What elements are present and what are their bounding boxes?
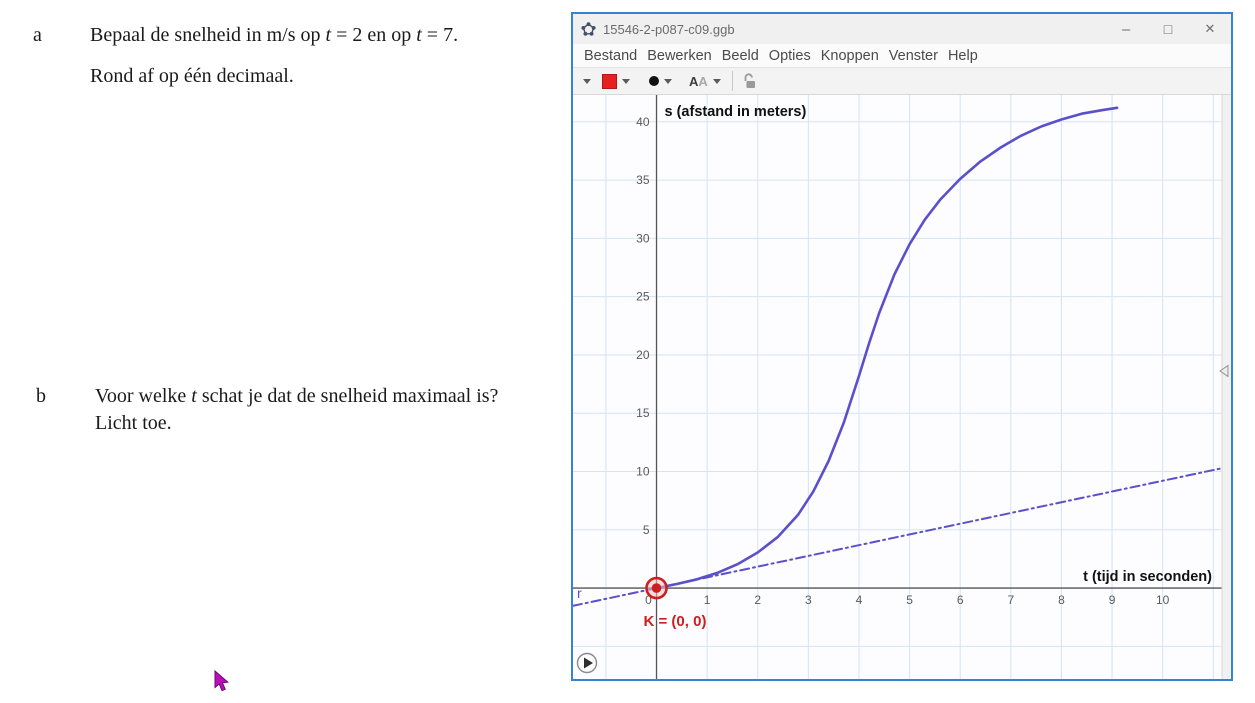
y-tick-label: 35 (636, 173, 650, 187)
x-tick-label: 0 (645, 593, 652, 607)
question-b-line2: Licht toe. (95, 412, 172, 434)
x-tick-label: 5 (906, 593, 913, 607)
question-a-line1: Bepaal de snelheid in m/s op t = 2 en op… (90, 24, 459, 46)
lijn-r[interactable] (573, 465, 1231, 607)
unlock-icon[interactable] (742, 72, 757, 90)
right-panel-strip (1222, 95, 1231, 679)
menu-beeld[interactable]: Beeld (721, 47, 759, 64)
x-tick-label: 9 (1109, 593, 1116, 607)
window-titlebar[interactable]: 15546-2-p087-c09.ggb – □ ✕ (573, 14, 1231, 44)
graphics-view[interactable]: 0 1 2 3 4 5 6 7 8 9 10 5 10 15 20 25 30 35 40 r K = (0, 0) s … (573, 95, 1231, 679)
graphics-svg: 0 1 2 3 4 5 6 7 8 9 10 5 10 15 20 25 30 35 40 r K = (0, 0) s … (573, 95, 1231, 679)
y-axis-title: s (afstand in meters) (665, 104, 807, 120)
x-axis-title: t (tijd in seconden) (1083, 569, 1212, 585)
x-tick-label: 3 (805, 593, 812, 607)
point-style-dropdown-icon[interactable] (664, 78, 672, 84)
play-icon[interactable] (584, 657, 593, 669)
style-bar: AA (573, 68, 1231, 95)
x-tick-label: 4 (856, 593, 863, 607)
y-tick-label: 40 (636, 115, 650, 129)
close-button[interactable]: ✕ (1204, 21, 1216, 36)
question-b-letter: b (36, 385, 46, 407)
collapse-panel-icon[interactable] (1219, 364, 1229, 378)
y-tick-label: 10 (636, 465, 650, 479)
menu-bewerken[interactable]: Bewerken (647, 47, 712, 64)
text-style-dropdown-icon[interactable] (712, 78, 721, 84)
x-tick-label: 1 (704, 593, 711, 607)
x-tick-label: 7 (1007, 593, 1014, 607)
text-style-control[interactable]: AA (689, 73, 708, 89)
line-r-label: r (577, 585, 582, 601)
y-tick-label: 25 (636, 290, 650, 304)
question-b-line1: Voor welke t schat je dat de snelheid ma… (95, 385, 499, 407)
menu-knoppen[interactable]: Knoppen (820, 47, 879, 64)
y-tick-label: 5 (643, 523, 650, 537)
y-tick-label: 30 (636, 231, 650, 245)
stylebar-toggle-icon[interactable] (583, 78, 591, 84)
point-K[interactable] (651, 583, 662, 593)
x-tick-label: 2 (754, 593, 761, 607)
menu-bar: Bestand Bewerken Beeld Opties Knoppen Ve… (573, 44, 1231, 68)
question-a-line2: Rond af op één decimaal. (90, 65, 294, 87)
question-a-letter: a (33, 24, 42, 46)
minimize-button[interactable]: – (1121, 20, 1131, 38)
menu-help[interactable]: Help (947, 47, 978, 64)
x-tick-label: 6 (957, 593, 964, 607)
mouse-cursor (214, 670, 229, 692)
maximize-button[interactable]: □ (1163, 21, 1173, 37)
window-title: 15546-2-p087-c09.ggb (603, 21, 735, 37)
menu-venster[interactable]: Venster (888, 47, 938, 64)
geogebra-window: 15546-2-p087-c09.ggb – □ ✕ Bestand Bewer… (571, 12, 1233, 681)
afstand-curve[interactable] (655, 106, 1119, 590)
y-tick-label: 20 (636, 348, 650, 362)
x-tick-label: 10 (1156, 593, 1170, 607)
geogebra-logo-icon (581, 21, 596, 36)
color-swatch[interactable] (602, 73, 617, 89)
menu-bestand[interactable]: Bestand (584, 47, 638, 64)
point-K-label: K = (0, 0) (644, 613, 707, 630)
color-dropdown-icon[interactable] (622, 78, 630, 84)
x-tick-label: 8 (1058, 593, 1065, 607)
y-tick-label: 15 (636, 406, 650, 420)
menu-opties[interactable]: Opties (768, 47, 811, 64)
point-style-icon[interactable] (649, 76, 659, 86)
stylebar-separator (731, 71, 733, 91)
